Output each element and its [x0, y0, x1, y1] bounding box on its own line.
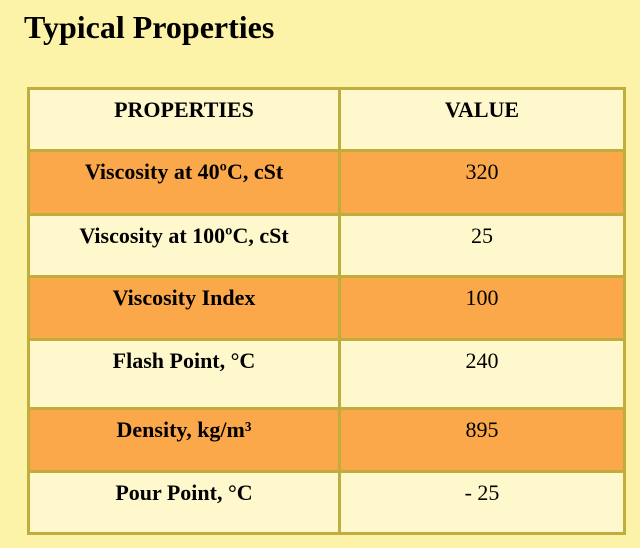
header-value: VALUE — [341, 90, 623, 152]
table-row: Density, kg/m³ 895 — [30, 410, 623, 473]
table-row: Viscosity at 40ºC, cSt 320 — [30, 152, 623, 216]
table-header-row: PROPERTIES VALUE — [30, 90, 623, 152]
table-row: Flash Point, °C 240 — [30, 341, 623, 410]
value-cell: 25 — [341, 216, 623, 278]
property-cell: Viscosity at 40ºC, cSt — [30, 152, 341, 216]
property-cell: Viscosity at 100ºC, cSt — [30, 216, 341, 278]
page-title: Typical Properties — [24, 9, 275, 45]
property-cell: Pour Point, °C — [30, 473, 341, 532]
value-cell: 895 — [341, 410, 623, 473]
property-cell: Flash Point, °C — [30, 341, 341, 410]
table-row: Viscosity Index 100 — [30, 278, 623, 341]
table-row: Viscosity at 100ºC, cSt 25 — [30, 216, 623, 278]
value-cell: - 25 — [341, 473, 623, 532]
table-row: Pour Point, °C - 25 — [30, 473, 623, 532]
header-properties: PROPERTIES — [30, 90, 341, 152]
value-cell: 240 — [341, 341, 623, 410]
property-cell: Density, kg/m³ — [30, 410, 341, 473]
properties-table: PROPERTIES VALUE Viscosity at 40ºC, cSt … — [30, 90, 623, 532]
property-cell: Viscosity Index — [30, 278, 341, 341]
properties-table-frame: PROPERTIES VALUE Viscosity at 40ºC, cSt … — [27, 87, 626, 535]
value-cell: 320 — [341, 152, 623, 216]
value-cell: 100 — [341, 278, 623, 341]
